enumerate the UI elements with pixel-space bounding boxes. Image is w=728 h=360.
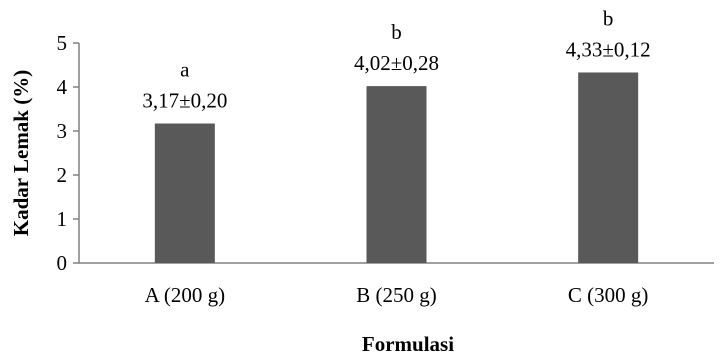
data-label-value: 4,02±0,28 [354,51,439,75]
y-axis-title: Kadar Lemak (%) [9,70,33,236]
bar [366,86,427,264]
x-tick-label: B (250 g) [356,283,437,307]
y-tick-label: 3 [57,119,68,143]
x-axis-title: Formulasi [362,332,454,356]
data-label-letter: b [391,20,402,44]
data-labels: 3,17±0,20 a 4,02±0,28 b 4,33±0,12 b [142,6,650,112]
bars [154,72,639,264]
data-label-value: 3,17±0,20 [142,89,227,113]
y-tick-label: 5 [57,31,68,55]
bar [154,123,215,264]
y-tick-label: 1 [57,207,68,231]
data-label-value: 4,33±0,12 [566,37,651,61]
x-tick-label: C (300 g) [568,283,649,307]
y-tick-label: 4 [57,75,68,99]
y-tick-label: 2 [57,163,68,187]
y-tick-label: 0 [57,251,68,275]
x-tick-label: A (200 g) [145,283,226,307]
x-axis: A (200 g) B (250 g) C (300 g) [79,262,714,307]
data-label-letter: a [180,58,190,82]
data-label-letter: b [603,6,614,30]
bar [578,72,639,263]
y-axis: 0 1 2 3 4 5 [57,31,80,275]
